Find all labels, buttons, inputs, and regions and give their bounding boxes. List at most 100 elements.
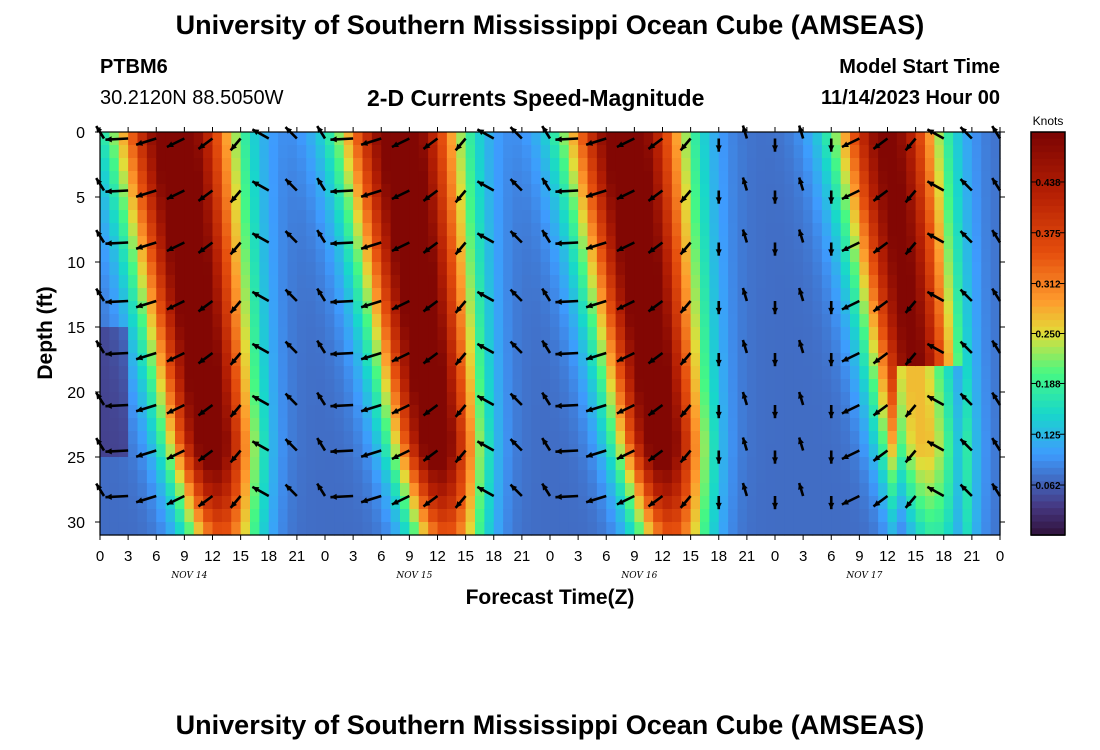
vector-head: [317, 392, 324, 400]
heat-cell: [250, 301, 260, 315]
heat-cell: [306, 444, 317, 458]
heat-cell: [690, 379, 701, 393]
current-vector: [926, 485, 945, 498]
heat-cell: [821, 236, 832, 250]
heat-cell: [193, 366, 204, 380]
station-coords: 30.2120N 88.5050W: [100, 87, 284, 109]
heat-cell: [315, 522, 326, 536]
heat-cell: [746, 314, 757, 328]
heat-cell: [906, 392, 917, 406]
heat-cell: [400, 145, 410, 159]
current-vector: [251, 485, 270, 498]
heat-cell: [475, 249, 485, 263]
colorbar-segment: [1031, 380, 1065, 389]
heat-cell: [559, 197, 570, 211]
heat-cell: [475, 301, 485, 315]
vector-head: [198, 194, 206, 201]
heat-cell: [643, 249, 654, 263]
heat-cell: [193, 418, 204, 432]
heat-cell: [240, 483, 251, 497]
colorbar-segment: [1031, 387, 1065, 395]
heat-cell: [653, 223, 664, 237]
heat-cell: [503, 327, 514, 341]
heat-cell: [821, 392, 832, 406]
heat-cell: [493, 236, 504, 250]
heat-cell: [812, 431, 823, 445]
heat-cell: [278, 327, 289, 341]
heat-cell: [137, 275, 148, 289]
current-vector: [715, 496, 722, 510]
heat-cell: [325, 457, 335, 471]
heat-cell: [362, 158, 373, 172]
vector-head: [198, 142, 206, 149]
heat-cell: [250, 470, 260, 484]
heat-cell: [212, 184, 223, 198]
heat-cell: [353, 522, 364, 536]
vector-head: [960, 127, 968, 134]
heat-cell: [990, 249, 1001, 263]
heat-cell: [250, 197, 260, 211]
heat-cell: [259, 418, 270, 432]
heat-cell: [456, 418, 467, 432]
heat-cell: [428, 262, 439, 276]
current-vector: [284, 340, 298, 354]
heat-cell: [325, 483, 335, 497]
heat-cell: [559, 522, 570, 536]
heat-cell: [268, 457, 279, 471]
current-vector: [926, 290, 945, 303]
heat-cell: [962, 431, 973, 445]
heat-cell: [784, 314, 795, 328]
vector-head: [361, 451, 369, 458]
heat-cell: [953, 197, 964, 211]
heat-cell: [353, 431, 364, 445]
heat-cell: [700, 379, 710, 393]
heat-cell: [943, 327, 954, 341]
colorbar-segment: [1031, 326, 1065, 335]
heat-cell: [868, 132, 879, 146]
heat-cell: [634, 223, 645, 237]
heat-cell: [334, 171, 345, 185]
vector-head: [905, 143, 913, 151]
current-vector: [330, 136, 354, 143]
current-vector: [166, 241, 185, 253]
heat-cell: [268, 379, 279, 393]
heat-cell: [437, 366, 448, 380]
heat-cell: [296, 327, 307, 341]
heat-cell: [737, 483, 748, 497]
heat-cell: [371, 431, 382, 445]
heat-cell: [531, 171, 542, 185]
heat-cell: [821, 353, 832, 367]
colorbar-segment: [1031, 138, 1065, 147]
heat-cell: [915, 522, 926, 536]
heat-cell: [840, 340, 851, 354]
heat-cell: [625, 457, 635, 471]
heat-cell: [503, 366, 514, 380]
heat-cell: [718, 353, 729, 367]
heat-cell: [325, 158, 335, 172]
vector-head: [927, 486, 935, 493]
current-vector: [828, 190, 835, 204]
heat-cell: [128, 418, 139, 432]
heat-cell: [643, 158, 654, 172]
heat-cell: [221, 275, 232, 289]
heat-cell: [578, 314, 589, 328]
heat-cell: [193, 405, 204, 419]
heat-cell: [118, 262, 129, 276]
heat-cell: [990, 379, 1001, 393]
heat-cell: [550, 457, 560, 471]
vector-head: [361, 243, 369, 250]
vector-head: [105, 448, 112, 455]
heat-cell: [653, 327, 664, 341]
heat-cell: [981, 470, 992, 484]
heat-cell: [371, 418, 382, 432]
heat-cell: [503, 340, 514, 354]
x-day-label: NOV 14: [170, 571, 207, 581]
vector-head: [542, 483, 549, 491]
heat-cell: [840, 522, 851, 536]
heat-cell: [409, 327, 420, 341]
heat-cell: [400, 210, 410, 224]
heat-cell: [278, 223, 289, 237]
current-vector: [715, 138, 722, 152]
heat-cell: [840, 392, 851, 406]
heat-cell: [484, 288, 495, 302]
